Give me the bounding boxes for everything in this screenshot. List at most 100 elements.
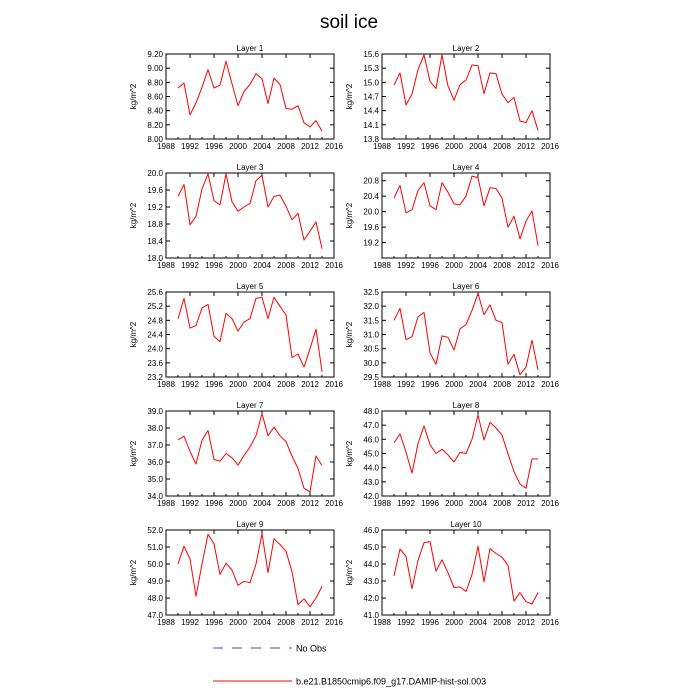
x-tick-label: 2012 xyxy=(517,618,535,627)
y-axis-label: kg/m^2 xyxy=(345,559,354,585)
x-tick-label: 2008 xyxy=(277,499,295,508)
y-tick-label: 14.1 xyxy=(363,121,379,130)
plot-frame xyxy=(165,529,335,616)
y-tick-label: 8.60 xyxy=(147,93,163,102)
x-tick-label: 1996 xyxy=(205,499,223,508)
x-tick-label: 1996 xyxy=(205,618,223,627)
y-tick-label: 46.0 xyxy=(363,435,379,444)
series-line xyxy=(393,175,539,246)
x-tick-label: 2012 xyxy=(301,261,319,270)
figure-title: soil ice xyxy=(320,12,378,33)
x-tick-label: 1996 xyxy=(421,499,439,508)
y-tick-label: 35.0 xyxy=(147,475,163,484)
panel-title: Layer 4 xyxy=(453,163,480,172)
y-tick-label: 34.0 xyxy=(147,492,163,501)
panel-title: Layer 5 xyxy=(237,282,264,291)
x-tick-label: 1996 xyxy=(205,380,223,389)
y-axis-label: kg/m^2 xyxy=(345,440,354,466)
y-tick-label: 43.0 xyxy=(363,478,379,487)
y-tick-label: 47.0 xyxy=(147,611,163,620)
x-tick-label: 2008 xyxy=(277,380,295,389)
y-tick-label: 47.0 xyxy=(363,421,379,430)
y-tick-label: 15.3 xyxy=(363,64,379,73)
y-tick-label: 8.00 xyxy=(147,135,163,144)
panel-layer-2: Layer 2 kg/m^2 1988 1992 1996 2000 2004 2008 201… xyxy=(345,44,559,151)
x-tick-label: 2012 xyxy=(301,618,319,627)
y-axis-label: kg/m^2 xyxy=(129,83,138,109)
y-tick-label: 48.0 xyxy=(363,407,379,416)
y-axis-label: kg/m^2 xyxy=(345,202,354,228)
panel-layer-3: Layer 3 kg/m^2 1988 1992 1996 2000 2004 2008 201… xyxy=(129,163,343,270)
series-line xyxy=(393,541,539,605)
x-tick-label: 1988 xyxy=(157,380,175,389)
x-tick-label: 1992 xyxy=(397,618,415,627)
panel-layer-4: Layer 4 kg/m^2 1988 1992 1996 2000 2004 2008 201… xyxy=(345,163,559,270)
y-tick-label: 51.0 xyxy=(147,543,163,552)
panel-title: Layer 9 xyxy=(237,520,264,529)
x-tick-label: 1996 xyxy=(421,618,439,627)
x-tick-label: 2016 xyxy=(325,618,343,627)
x-tick-label: 2016 xyxy=(325,380,343,389)
y-tick-label: 23.6 xyxy=(147,359,163,368)
x-tick-label: 1996 xyxy=(421,142,439,151)
y-tick-label: 50.0 xyxy=(147,560,163,569)
y-axis-label: kg/m^2 xyxy=(345,83,354,109)
x-tick-label: 2004 xyxy=(469,261,487,270)
y-tick-label: 42.0 xyxy=(363,492,379,501)
x-tick-label: 2016 xyxy=(541,142,559,151)
x-tick-label: 1992 xyxy=(181,499,199,508)
y-tick-label: 15.6 xyxy=(363,50,379,59)
x-tick-label: 2000 xyxy=(445,499,463,508)
y-tick-label: 48.0 xyxy=(147,594,163,603)
x-tick-label: 2012 xyxy=(517,261,535,270)
y-tick-label: 37.0 xyxy=(147,441,163,450)
y-tick-label: 32.0 xyxy=(363,302,379,311)
plot-frame xyxy=(381,172,551,259)
x-tick-label: 2016 xyxy=(325,142,343,151)
x-tick-label: 2012 xyxy=(301,142,319,151)
x-tick-label: 2004 xyxy=(253,261,271,270)
x-tick-label: 2008 xyxy=(277,142,295,151)
x-tick-label: 1992 xyxy=(181,261,199,270)
y-tick-label: 8.20 xyxy=(147,121,163,130)
x-tick-label: 2016 xyxy=(325,261,343,270)
x-tick-label: 2000 xyxy=(229,618,247,627)
y-tick-label: 24.4 xyxy=(147,331,163,340)
panel-title: Layer 10 xyxy=(450,520,482,529)
x-tick-label: 1988 xyxy=(373,261,391,270)
x-tick-label: 2000 xyxy=(445,380,463,389)
y-tick-label: 18.0 xyxy=(147,254,163,263)
x-tick-label: 2008 xyxy=(493,142,511,151)
plot-frame xyxy=(381,291,551,378)
y-axis-label: kg/m^2 xyxy=(345,321,354,347)
series-line xyxy=(393,54,539,131)
panel-layer-8: Layer 8 kg/m^2 1988 1992 1996 2000 2004 2008 201… xyxy=(345,401,559,508)
y-tick-label: 39.0 xyxy=(147,407,163,416)
y-tick-label: 18.8 xyxy=(147,220,163,229)
x-tick-label: 1988 xyxy=(157,499,175,508)
x-tick-label: 2016 xyxy=(541,618,559,627)
plot-frame xyxy=(165,291,335,378)
y-tick-label: 8.80 xyxy=(147,78,163,87)
y-tick-label: 24.8 xyxy=(147,316,163,325)
y-tick-label: 8.40 xyxy=(147,107,163,116)
y-axis-label: kg/m^2 xyxy=(129,559,138,585)
x-tick-label: 2000 xyxy=(229,142,247,151)
x-tick-label: 1992 xyxy=(397,142,415,151)
y-tick-label: 24.0 xyxy=(147,345,163,354)
series-line xyxy=(177,296,323,372)
x-tick-label: 2004 xyxy=(469,142,487,151)
x-tick-label: 2016 xyxy=(541,499,559,508)
y-tick-label: 43.0 xyxy=(363,577,379,586)
panel-layer-7: Layer 7 kg/m^2 1988 1992 1996 2000 2004 2008 201… xyxy=(129,401,343,508)
y-tick-label: 36.0 xyxy=(147,458,163,467)
y-axis-label: kg/m^2 xyxy=(129,202,138,228)
panel-title: Layer 2 xyxy=(453,44,480,53)
y-tick-label: 13.8 xyxy=(363,135,379,144)
x-tick-label: 1996 xyxy=(205,261,223,270)
y-tick-label: 19.6 xyxy=(147,186,163,195)
legend: No Obs b.e21.B1850cmip6.f09_g17.DAMIP-hi… xyxy=(213,644,486,687)
x-tick-label: 1996 xyxy=(421,380,439,389)
x-tick-label: 2000 xyxy=(229,261,247,270)
y-tick-label: 30.0 xyxy=(363,359,379,368)
